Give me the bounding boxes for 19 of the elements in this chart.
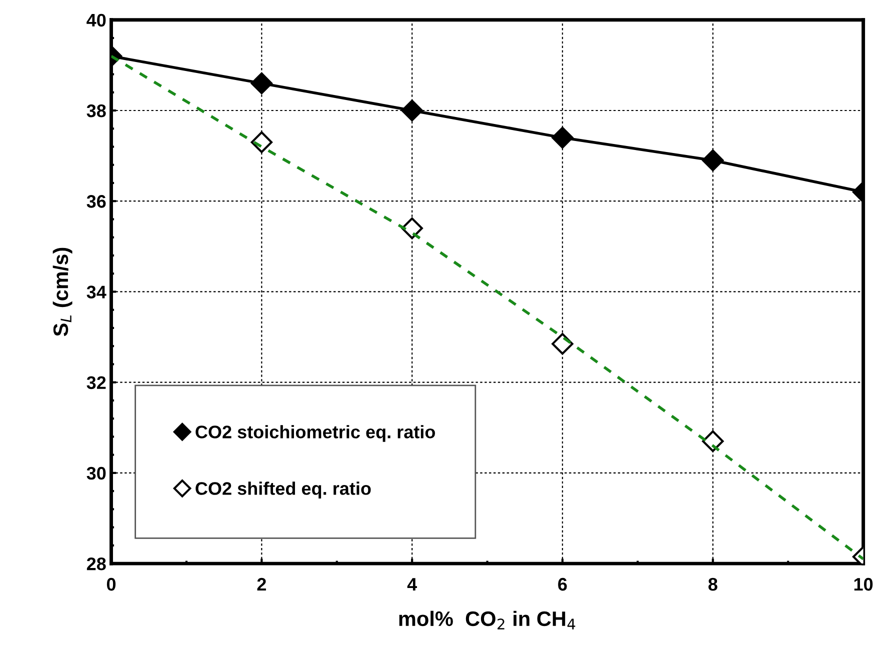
y-tick-label: 32 (86, 376, 106, 390)
y-tick-label: 40 (86, 14, 106, 27)
y-tick-label: 36 (86, 195, 106, 208)
y-tick-label: 30 (86, 466, 106, 480)
x-tick-label: 2 (257, 578, 266, 591)
legend-label: CO2 shifted eq. ratio (196, 482, 371, 498)
x-tick-label: 10 (854, 578, 873, 591)
x-tick-label: 6 (558, 578, 567, 591)
y-tick-label: 34 (86, 286, 106, 298)
x-tick-label: 4 (407, 578, 417, 591)
point (401, 217, 423, 240)
x-tick-label: 8 (708, 578, 718, 591)
point (702, 430, 724, 452)
x-axis-title: mol% CO$_{2}$ in CH$_{4}$ (399, 610, 576, 630)
y-tick-label: 38 (86, 104, 106, 118)
x-tick-label: 0 (106, 578, 116, 591)
y-tick-label: 28 (86, 557, 106, 570)
y-axis-title: S$_{L}$ (cm/s) (52, 248, 72, 336)
legend-label: CO2 stoichiometric eq. ratio (196, 425, 435, 442)
